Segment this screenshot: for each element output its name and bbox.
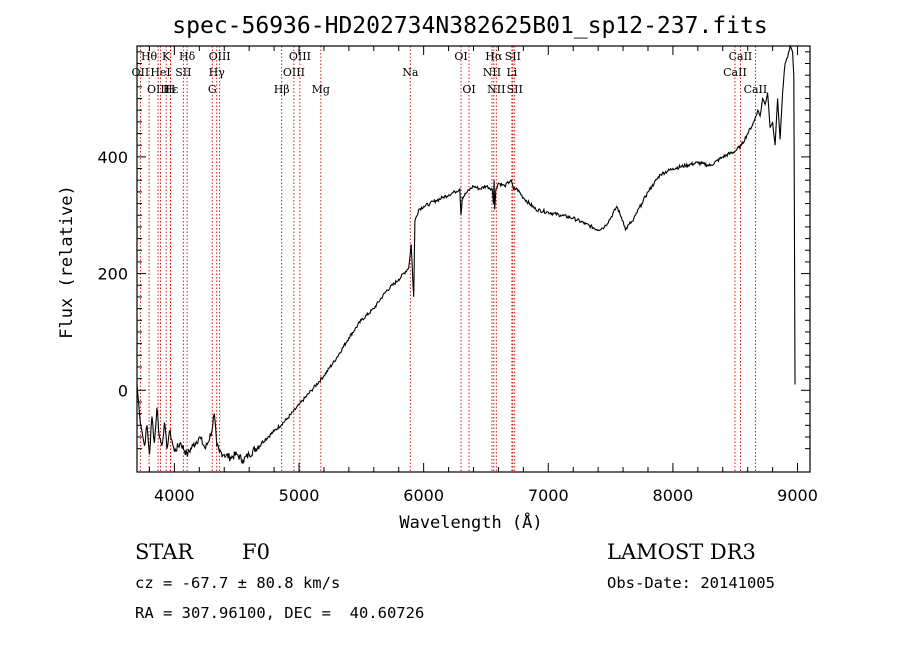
- spectral-line-label: SII: [175, 66, 191, 79]
- spectral-line-label: OI: [462, 83, 475, 96]
- x-tick-label: 5000: [279, 486, 320, 505]
- spectral-line-label: Hα: [485, 50, 503, 63]
- spectral-line-markers: [139, 46, 756, 472]
- spectral-line-label: Li: [506, 66, 517, 79]
- spectral-line-label: NII: [483, 66, 501, 79]
- plot-frame: [136, 45, 811, 473]
- x-axis-title: Wavelength (Å): [399, 511, 542, 533]
- y-tick-label: 400: [97, 148, 128, 167]
- x-tick-label: 4000: [154, 486, 195, 505]
- spectral-line-label: H: [166, 83, 176, 96]
- x-tick-label: 9000: [777, 486, 818, 505]
- spectral-line-label: CaII: [723, 66, 747, 79]
- spectral-line-label: G: [208, 83, 217, 96]
- spectral-line-label: CaII: [744, 83, 768, 96]
- chart-title: spec-56936-HD202734N382625B01_sp12-237.f…: [172, 13, 767, 39]
- spectral-line-label: Na: [402, 66, 419, 79]
- x-tick-label: 6000: [403, 486, 444, 505]
- spectral-line-label: NII: [487, 83, 505, 96]
- spectral-line-label: CaII: [729, 50, 753, 63]
- spectral-line-label: Hβ: [274, 83, 290, 96]
- spectral-line-label: Hγ: [209, 66, 226, 79]
- spectral-line-label: OI: [454, 50, 467, 63]
- spectral-line-label: Hδ: [179, 50, 196, 63]
- spectral-line-label: OIII: [289, 50, 311, 63]
- spectral-line-label: OII: [132, 66, 150, 79]
- object-class: STAR: [135, 540, 194, 564]
- flux-series-line: [136, 44, 796, 465]
- spectral-line-label: OIII: [147, 83, 169, 96]
- y-tick-label: 200: [97, 265, 128, 284]
- spectral-line-label: OIII: [209, 50, 231, 63]
- axis-ticks: 4000 5000 6000 7000 8000 9000 0 200 400: [97, 46, 818, 505]
- spectral-line-label: SII: [505, 50, 521, 63]
- survey-name: LAMOST DR3: [607, 540, 756, 564]
- y-tick-label: 0: [118, 381, 128, 400]
- object-subclass: F0: [242, 540, 270, 564]
- spectral-line-label: HeI: [150, 66, 170, 79]
- x-tick-label: 7000: [528, 486, 569, 505]
- x-tick-label: 8000: [653, 486, 694, 505]
- spectral-line-label: OIII: [283, 66, 305, 79]
- y-axis-title: Flux (relative): [57, 185, 77, 339]
- spectral-line-label: K: [162, 50, 171, 63]
- redshift-text: cz = -67.7 ± 80.8 km/s: [135, 574, 341, 592]
- spectral-line-label: Hθ: [141, 50, 158, 63]
- obs-date-text: Obs-Date: 20141005: [607, 574, 775, 592]
- coordinates-text: RA = 307.96100, DEC = 40.60726: [135, 604, 425, 622]
- spectral-line-label: SII: [507, 83, 523, 96]
- spectral-line-label: Hε: [163, 83, 179, 96]
- spectral-line-label: Mg: [312, 83, 330, 96]
